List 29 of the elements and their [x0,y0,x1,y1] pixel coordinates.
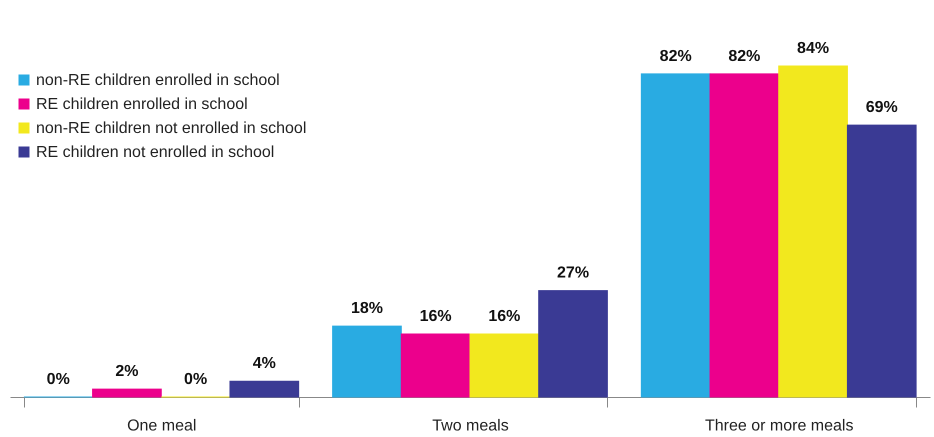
data-label: 0% [184,371,208,388]
data-label: 16% [488,308,520,325]
data-label: 82% [660,48,692,65]
data-label: 4% [252,355,276,372]
legend-label: RE children not enrolled in school [36,144,274,161]
bar [332,326,402,398]
bar [538,290,608,398]
x-tick-label: Three or more meals [704,418,854,434]
data-label: 69% [866,99,898,116]
bar [640,73,711,398]
bar [710,73,780,398]
data-label: 2% [115,363,138,380]
bar [92,388,162,398]
data-label: 82% [728,48,760,65]
bar [778,66,848,398]
bar [846,124,917,398]
data-label: 18% [350,300,383,318]
x-tick-label: Two meals [432,418,509,434]
x-tick-label: One meal [127,418,196,434]
data-label: 84% [797,40,830,57]
data-label: 16% [420,308,452,325]
bar [229,380,300,398]
data-label: 27% [557,264,590,282]
bar [400,333,470,398]
legend-label: non-RE children enrolled in school [36,72,280,89]
legend-label: RE children enrolled in school [36,96,248,113]
legend-label: non-RE children not enrolled in school [36,120,306,137]
bar [470,333,540,398]
data-label: 0% [46,371,70,388]
